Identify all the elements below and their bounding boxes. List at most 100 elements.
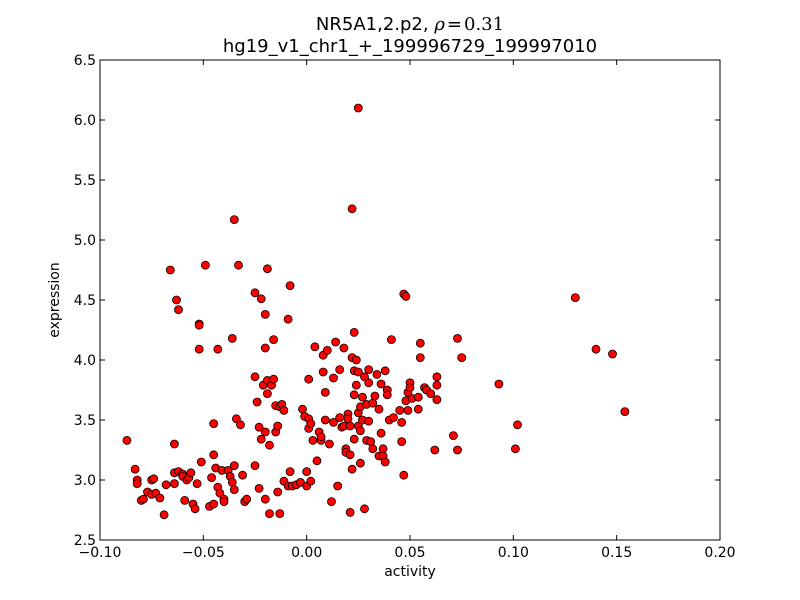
data-point <box>265 440 274 450</box>
data-point <box>351 380 361 390</box>
data-point <box>231 414 241 424</box>
data-point <box>304 374 314 384</box>
data-point <box>285 281 295 291</box>
data-point <box>320 387 330 397</box>
data-point <box>591 344 601 354</box>
data-point <box>345 421 355 431</box>
data-point <box>432 380 442 390</box>
data-point <box>511 444 520 454</box>
data-point <box>335 365 345 375</box>
y-axis-label: expression <box>47 262 63 338</box>
rho-symbol: ρ <box>433 14 445 35</box>
data-point <box>360 504 369 514</box>
data-point <box>209 499 219 509</box>
data-point <box>229 215 239 225</box>
data-point <box>331 337 341 347</box>
data-point <box>432 372 442 382</box>
data-point <box>401 291 411 301</box>
data-point <box>285 467 295 477</box>
y-tick-label: 3.5 <box>74 413 96 429</box>
data-point <box>250 461 260 471</box>
data-point <box>234 260 243 270</box>
data-point <box>349 390 359 400</box>
data-point <box>457 353 467 363</box>
data-point <box>229 461 239 471</box>
data-point <box>172 295 181 305</box>
data-point <box>620 407 630 417</box>
data-point <box>327 497 336 507</box>
data-point <box>200 260 210 270</box>
data-point <box>310 342 320 352</box>
data-point <box>149 474 159 484</box>
data-point <box>316 432 326 442</box>
data-point <box>194 320 204 330</box>
data-point <box>219 497 229 507</box>
data-point <box>570 293 580 303</box>
data-point <box>347 204 357 214</box>
data-point <box>368 444 378 454</box>
data-point <box>254 422 264 432</box>
data-point <box>279 405 289 415</box>
y-tick-label: 4.0 <box>74 353 96 369</box>
data-point <box>209 450 219 460</box>
rho-value: 0.31 <box>464 14 504 35</box>
y-tick-label: 5.5 <box>74 173 96 189</box>
data-point <box>608 349 617 359</box>
data-point <box>169 479 179 489</box>
data-point <box>345 450 355 460</box>
data-point <box>132 479 142 489</box>
data-point <box>349 327 359 337</box>
data-point <box>194 344 204 354</box>
data-point <box>250 372 260 382</box>
x-axis-label: activity <box>384 564 436 580</box>
data-point <box>399 470 409 480</box>
data-point <box>174 305 183 315</box>
data-point <box>403 405 413 415</box>
data-point <box>161 480 171 490</box>
data-point <box>227 333 237 343</box>
data-point <box>366 437 376 447</box>
data-point <box>364 378 374 388</box>
scatter-points <box>122 103 630 520</box>
data-point <box>349 434 359 444</box>
data-point <box>209 419 219 429</box>
data-point <box>347 464 357 474</box>
x-tick-label: 0.15 <box>601 545 632 561</box>
data-point <box>165 265 175 275</box>
data-point <box>260 309 270 319</box>
data-point <box>262 264 272 274</box>
data-point <box>186 468 196 478</box>
data-point <box>360 372 369 382</box>
x-tick-label: −0.05 <box>182 545 225 561</box>
data-point <box>376 379 386 389</box>
data-point <box>196 457 206 467</box>
data-point <box>273 421 283 431</box>
data-point <box>397 417 407 427</box>
data-point <box>386 335 396 345</box>
data-point <box>405 383 415 393</box>
data-point <box>138 494 148 504</box>
data-point <box>368 398 378 408</box>
data-point <box>260 494 270 504</box>
data-point <box>236 420 245 430</box>
data-point <box>432 395 442 405</box>
data-point <box>389 413 398 423</box>
data-point <box>415 338 425 348</box>
y-axis-ticks: 2.5 3.0 3.5 4.0 4.5 5.0 5.5 6.0 6.5 <box>74 53 720 549</box>
data-point <box>372 369 382 379</box>
data-point <box>382 390 392 400</box>
data-point <box>229 485 239 495</box>
data-point <box>298 404 307 414</box>
data-point <box>306 476 316 486</box>
data-point <box>513 420 522 430</box>
data-point <box>413 404 423 414</box>
data-point <box>494 379 504 389</box>
data-point <box>273 487 283 497</box>
data-point <box>426 389 436 399</box>
data-point <box>453 333 462 343</box>
data-point <box>370 391 380 401</box>
data-point <box>380 366 390 376</box>
data-point <box>353 103 363 113</box>
data-point <box>302 467 312 477</box>
